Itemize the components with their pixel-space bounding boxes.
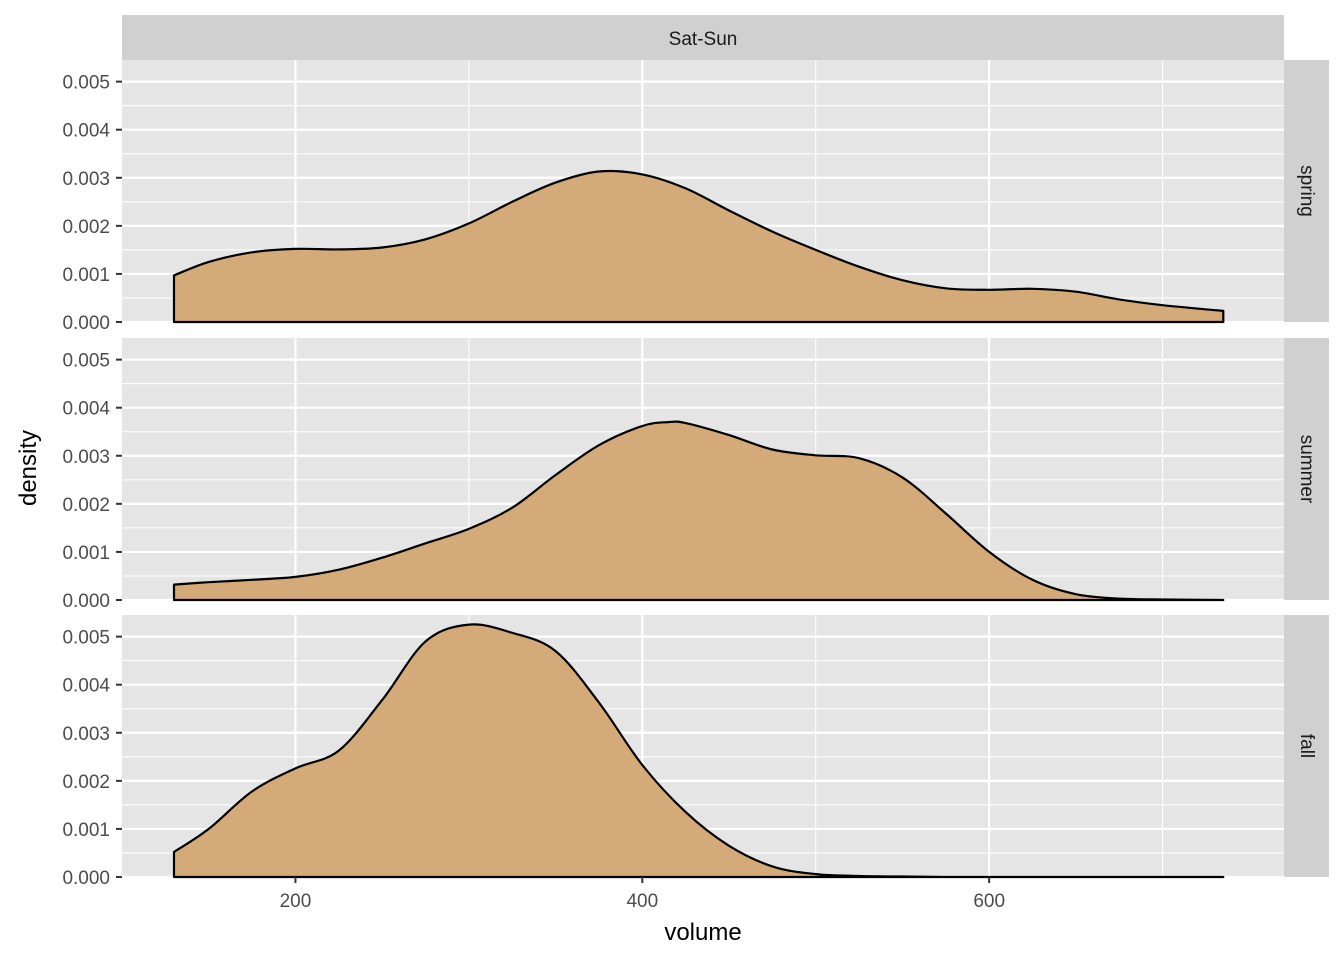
y-tick-label: 0.001 [62,820,110,841]
y-tick-label: 0.004 [62,676,110,697]
y-tick-label: 0.004 [62,399,110,420]
y-tick-label: 0.003 [62,724,110,745]
panel-spring: 0.000 0.001 0.002 0.003 0.004 0.005 spring [62,60,1329,334]
row-strip-label-summer: summer [1296,435,1317,504]
y-tick-label: 0.005 [62,351,110,372]
column-strip-background [122,15,1284,60]
x-tick-label: 600 [973,891,1005,912]
y-tick-label: 0.002 [62,495,110,516]
panel-summer: 0.000 0.001 0.002 0.003 0.004 0.005 summer [62,338,1329,612]
y-tick-label: 0.003 [62,169,110,190]
row-strip-background [1284,60,1329,322]
density-area-summer [172,420,1225,602]
row-strip-background [1284,615,1329,877]
y-tick-label: 0.002 [62,217,110,238]
row-strip-background [1284,338,1329,600]
y-tick-label: 0.000 [62,868,110,889]
y-tick-label: 0.004 [62,121,110,142]
density-area-spring [172,169,1225,324]
panels-layer: 0.0000.0010.0020.0030.0040.005spring0.00… [62,60,1329,889]
y-axis-title: density [15,430,42,506]
row-strip-label-fall: fall [1296,734,1317,758]
y-tick-label: 0.001 [62,543,110,564]
x-tick-label: 400 [626,891,658,912]
y-tick-label: 0.005 [62,73,110,94]
panel-fall: 0.000 0.001 0.002 0.003 0.004 0.005 fall [62,615,1329,889]
x-axis-title: volume [664,919,741,946]
column-strip: Sat-Sun [122,15,1284,60]
y-tick-label: 0.003 [62,447,110,468]
y-tick-label: 0.001 [62,265,110,286]
y-tick-label: 0.000 [62,591,110,612]
y-tick-label: 0.000 [62,313,110,334]
row-strip-label-spring: spring [1296,165,1317,217]
x-axis: 200 400 600 [280,877,1005,912]
x-tick-label: 200 [280,891,312,912]
column-strip-label: Sat-Sun [669,29,738,50]
y-tick-label: 0.002 [62,772,110,793]
density-area-fall [172,623,1225,879]
y-tick-label: 0.005 [62,628,110,649]
